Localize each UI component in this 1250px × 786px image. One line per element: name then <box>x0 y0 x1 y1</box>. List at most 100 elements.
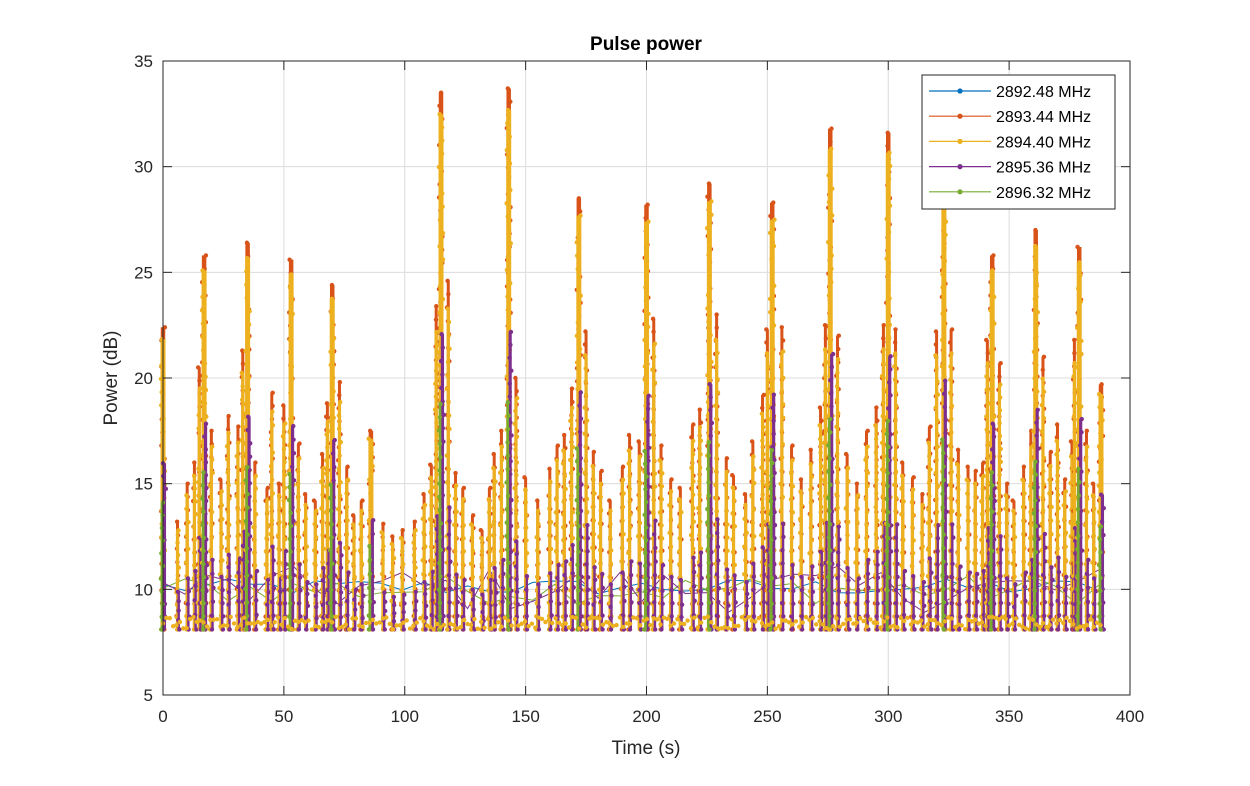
secondary-spike-orange-marker <box>583 329 587 333</box>
secondary-spike-yellow-marker <box>447 333 451 337</box>
secondary-spike-yellow-marker <box>584 392 588 396</box>
secondary-spike-yellow-marker <box>479 536 483 540</box>
secondary-spike-orange-marker <box>381 522 385 526</box>
secondary-spike-purple-marker <box>271 558 275 562</box>
secondary-spike-yellow-marker <box>492 493 496 497</box>
secondary-spike-yellow-marker <box>764 483 768 487</box>
secondary-spike-yellow-marker <box>471 549 475 553</box>
secondary-spike-orange-marker <box>948 340 952 344</box>
secondary-spike-orange-marker <box>997 374 1001 378</box>
secondary-spike-purple-marker <box>935 627 939 631</box>
main-spike-yellow-marker <box>200 295 204 299</box>
secondary-spike-yellow-marker <box>1022 546 1026 550</box>
secondary-spike-yellow-marker <box>901 538 905 542</box>
secondary-spike-purple-marker <box>220 588 224 592</box>
secondary-spike-purple-marker <box>538 593 542 597</box>
main-spike-green-marker <box>329 522 333 526</box>
secondary-spike-purple-marker <box>836 550 840 554</box>
secondary-spike-yellow-marker <box>751 454 755 458</box>
secondary-spike-purple-marker <box>514 577 518 581</box>
secondary-spike-yellow-marker <box>499 549 503 553</box>
secondary-spike-orange-marker <box>303 492 307 496</box>
secondary-spike-yellow-marker <box>677 523 681 527</box>
secondary-spike-orange-marker <box>513 376 517 380</box>
secondary-spike-yellow-marker <box>864 523 868 527</box>
secondary-spike-purple-marker <box>929 627 933 631</box>
secondary-spike-yellow-marker <box>305 544 309 548</box>
secondary-spike-yellow-marker <box>997 498 1001 502</box>
secondary-spike-yellow-marker <box>638 468 642 472</box>
secondary-spike-yellow-marker <box>281 498 285 502</box>
secondary-spike-purple-marker <box>1064 601 1068 605</box>
main-spike-yellow-marker <box>200 335 204 339</box>
secondary-spike-yellow-marker <box>264 536 268 540</box>
secondary-spike-yellow-marker <box>584 458 588 462</box>
secondary-spike-purple-marker <box>585 549 589 553</box>
secondary-spike-yellow-marker <box>1040 429 1044 433</box>
secondary-spike-purple-marker <box>493 603 497 607</box>
main-spike-yellow-marker <box>246 336 250 340</box>
secondary-spike-yellow-marker <box>799 558 803 562</box>
main-spike-green-marker <box>245 492 249 496</box>
secondary-spike-yellow-marker <box>236 507 240 511</box>
secondary-spike-yellow-marker <box>423 544 427 548</box>
secondary-spike-purple-marker <box>314 605 318 609</box>
secondary-spike-orange-marker <box>950 327 954 331</box>
secondary-spike-yellow-marker <box>881 387 885 391</box>
secondary-spike-yellow-marker <box>911 487 915 491</box>
secondary-spike-yellow-marker <box>928 534 932 538</box>
main-spike-yellow-marker <box>437 310 441 314</box>
secondary-spike-purple-marker <box>1086 613 1090 617</box>
secondary-spike-purple-marker <box>1005 576 1009 580</box>
secondary-spike-purple-marker <box>514 539 518 543</box>
secondary-spike-yellow-marker <box>411 578 415 582</box>
secondary-spike-purple-marker <box>176 599 180 603</box>
main-spike-yellow-marker <box>332 336 336 340</box>
secondary-spike-yellow-marker <box>175 578 179 582</box>
secondary-spike-purple-marker <box>999 627 1003 631</box>
secondary-spike-yellow-marker <box>1056 493 1060 497</box>
secondary-spike-orange-marker <box>428 462 432 466</box>
secondary-spike-yellow-marker <box>1040 442 1044 446</box>
secondary-spike-yellow-marker <box>296 496 300 500</box>
secondary-spike-orange-marker <box>600 469 604 473</box>
secondary-spike-yellow-marker <box>1056 520 1060 524</box>
main-spike-yellow-marker <box>243 349 247 353</box>
secondary-spike-yellow-marker <box>585 510 589 514</box>
secondary-spike-yellow-marker <box>434 472 438 476</box>
secondary-spike-yellow-marker <box>269 437 273 441</box>
secondary-spike-purple-marker <box>733 587 737 591</box>
secondary-spike-yellow-marker <box>487 510 491 514</box>
secondary-spike-yellow-marker <box>628 474 632 478</box>
secondary-spike-yellow-marker <box>956 538 960 542</box>
secondary-spike-purple-marker <box>692 570 696 574</box>
secondary-spike-yellow-marker <box>652 458 656 462</box>
secondary-spike-purple-marker <box>455 614 459 618</box>
secondary-spike-purple-marker <box>715 572 719 576</box>
secondary-spike-yellow-marker <box>981 486 985 490</box>
secondary-spike-yellow-marker <box>984 374 988 378</box>
secondary-spike-purple-marker <box>660 602 664 606</box>
secondary-spike-yellow-marker <box>823 347 827 351</box>
secondary-spike-yellow-marker <box>489 523 493 527</box>
secondary-spike-yellow-marker <box>447 427 451 431</box>
secondary-spike-purple-marker <box>1056 556 1060 560</box>
secondary-spike-purple-marker <box>660 589 664 593</box>
main-spike-purple-marker <box>248 521 252 525</box>
secondary-spike-orange-marker <box>659 443 663 447</box>
secondary-spike-purple-marker <box>414 627 418 631</box>
secondary-spike-purple-marker <box>653 627 657 631</box>
main-spike-green-marker <box>368 558 372 562</box>
secondary-spike-yellow-marker <box>1055 546 1059 550</box>
secondary-spike-purple-marker <box>1014 593 1018 597</box>
secondary-spike-yellow-marker <box>524 525 528 529</box>
secondary-spike-yellow-marker <box>196 493 200 497</box>
secondary-spike-purple-marker <box>210 558 214 562</box>
secondary-spike-yellow-marker <box>570 432 574 436</box>
secondary-spike-purple-marker <box>782 588 786 592</box>
secondary-spike-yellow-marker <box>1006 560 1010 564</box>
secondary-spike-yellow-marker <box>1041 495 1045 499</box>
secondary-spike-purple-marker <box>298 588 302 592</box>
secondary-spike-yellow-marker <box>429 545 433 549</box>
secondary-spike-yellow-marker <box>281 434 285 438</box>
